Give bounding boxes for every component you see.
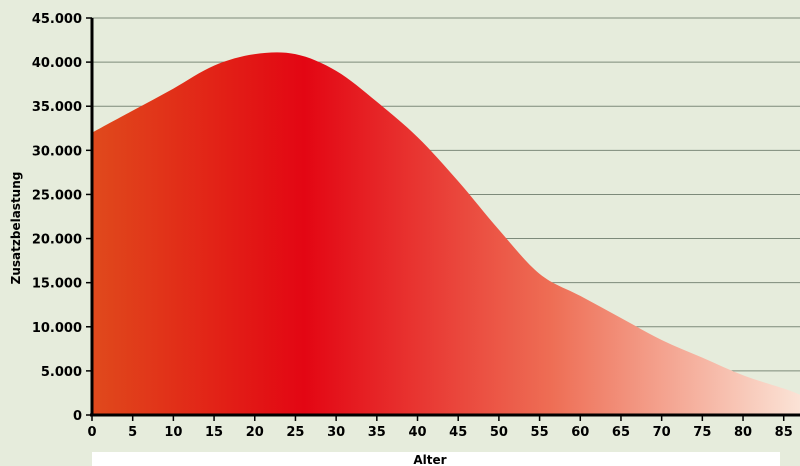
x-tick-label: 45 bbox=[449, 425, 467, 440]
y-tick-label: 20.000 bbox=[32, 233, 82, 248]
x-tick-label: 30 bbox=[327, 425, 345, 440]
y-tick-label: 25.000 bbox=[32, 188, 82, 203]
y-tick-label: 40.000 bbox=[32, 56, 82, 71]
x-tick-label: 55 bbox=[531, 425, 549, 440]
x-tick-label: 0 bbox=[87, 425, 96, 440]
x-tick-label: 85 bbox=[775, 425, 793, 440]
y-axis-title: Zusatzbelastung bbox=[9, 172, 23, 285]
x-tick-label: 50 bbox=[490, 425, 508, 440]
x-tick-label: 10 bbox=[164, 425, 182, 440]
x-tick-label: 5 bbox=[128, 425, 137, 440]
x-tick-label: 15 bbox=[205, 425, 223, 440]
y-tick-label: 15.000 bbox=[32, 277, 82, 292]
y-tick-label: 35.000 bbox=[32, 100, 82, 115]
x-tick-label: 65 bbox=[612, 425, 630, 440]
tick-labels: 0 5.000 10.000 15.000 20.000 25.000 30.000 35.0… bbox=[32, 12, 793, 440]
x-tick-label: 80 bbox=[734, 425, 752, 440]
y-tick-label: 30.000 bbox=[32, 144, 82, 159]
y-tick-label: 0 bbox=[73, 409, 82, 424]
x-tick-label: 20 bbox=[246, 425, 264, 440]
x-tick-label: 35 bbox=[368, 425, 386, 440]
x-axis-title: Alter bbox=[413, 453, 446, 466]
y-tick-label: 10.000 bbox=[32, 321, 82, 336]
x-tick-label: 25 bbox=[286, 425, 304, 440]
x-tick-label: 70 bbox=[653, 425, 671, 440]
data-area bbox=[92, 52, 800, 416]
axes bbox=[86, 17, 800, 421]
y-tick-label: 45.000 bbox=[32, 12, 82, 27]
x-tick-label: 60 bbox=[571, 425, 589, 440]
x-tick-label: 75 bbox=[693, 425, 711, 440]
x-axis-label-box bbox=[92, 452, 780, 466]
y-tick-label: 5.000 bbox=[41, 365, 82, 380]
x-tick-label: 40 bbox=[408, 425, 426, 440]
series-area bbox=[92, 52, 800, 416]
